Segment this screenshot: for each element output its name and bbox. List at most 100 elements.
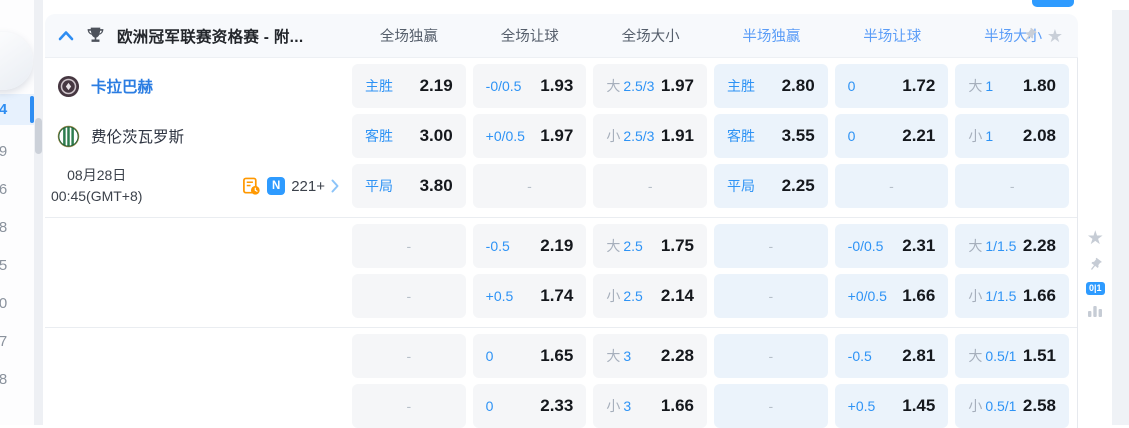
odds-cell[interactable]: +0/0.5 1.66	[834, 274, 949, 318]
line-type-prefix: 小	[606, 398, 621, 414]
handicap-label: 1	[985, 78, 994, 94]
empty-odds-cell: -	[713, 384, 828, 428]
odds-cell[interactable]: 大 2.5 1.75	[593, 224, 707, 268]
odds-cell[interactable]: +0/0.5 1.97	[472, 114, 587, 158]
line-type-prefix: 小	[606, 288, 621, 304]
odds-selection-label: -0.5	[486, 238, 510, 254]
odds-cell[interactable]: +0.5 1.45	[834, 384, 949, 428]
odds-value: 2.08	[1022, 126, 1056, 145]
favorite-star-icon[interactable]: ★	[1086, 228, 1104, 249]
star-icon[interactable]: ★	[1046, 25, 1063, 46]
odds-cell[interactable]: -0/0.5 1.93	[472, 64, 587, 108]
no-odds-dash: -	[768, 288, 774, 304]
odds-cell[interactable]: 小 0.5/1 2.58	[955, 384, 1069, 428]
sidebar-item-label: 9	[0, 142, 8, 160]
empty-odds-cell: -	[955, 164, 1069, 208]
odds-cell[interactable]: 客胜 3.00	[352, 114, 466, 158]
pin-icon[interactable]	[1021, 27, 1038, 44]
handicap-label: -0.5	[485, 238, 510, 254]
handicap-label: 3	[623, 348, 632, 364]
handicap-label: 1	[985, 128, 994, 144]
handicap-label: 0	[847, 128, 856, 144]
sidebar-item[interactable]: 6	[0, 170, 34, 208]
pin-match-icon[interactable]	[1087, 257, 1103, 273]
league-trophy-icon	[86, 26, 105, 45]
odds-selection-label: 平局	[365, 176, 393, 196]
odds-cell[interactable]: +0.5 1.74	[472, 274, 587, 318]
home-team-row[interactable]: 卡拉巴赫	[45, 64, 345, 108]
odds-selection-label: -0/0.5	[848, 238, 884, 254]
group-separator	[45, 217, 1077, 218]
no-odds-dash: -	[768, 238, 774, 254]
no-odds-dash: -	[406, 348, 412, 364]
odds-value: 2.28	[660, 346, 694, 365]
sidebar-item-label: 7	[0, 332, 8, 350]
handicap-label: 0	[485, 348, 494, 364]
odds-cell[interactable]: -0.5 2.81	[834, 334, 949, 378]
sidebar-scrollbar-thumb[interactable]	[35, 118, 42, 154]
handicap-label: +0.5	[485, 288, 514, 304]
sidebar-item[interactable]: 0	[0, 284, 34, 322]
odds-cell[interactable]: 大 3 2.28	[593, 334, 707, 378]
odds-value: 2.14	[660, 286, 694, 305]
empty-odds-cell: -	[352, 224, 466, 268]
score-badge[interactable]: 0|1	[1086, 282, 1105, 295]
right-gutter	[1112, 10, 1129, 425]
stats-history-icon	[242, 177, 261, 196]
odds-cell[interactable]: 主胜 2.80	[713, 64, 828, 108]
odds-cell[interactable]: 小 2.5/3 1.91	[593, 114, 707, 158]
odds-selection-label: 客胜	[365, 126, 393, 146]
sidebar-item-label: 8	[0, 370, 8, 388]
odds-cell[interactable]: 0 1.72	[834, 64, 949, 108]
odds-cell[interactable]: 大 1/1.5 2.28	[955, 224, 1069, 268]
odds-selection-label: 0	[486, 398, 494, 414]
odds-cell[interactable]: -0/0.5 2.31	[834, 224, 949, 268]
empty-odds-cell: -	[713, 274, 828, 318]
collapse-chevron-icon[interactable]	[58, 30, 74, 41]
odds-selection-label: 0	[848, 128, 856, 144]
odds-cell[interactable]: -0.5 2.19	[472, 224, 587, 268]
match-time: 08月28日 00:45(GMT+8)	[51, 165, 142, 207]
sidebar-item[interactable]: 7	[0, 322, 34, 360]
sidebar-item-label: 4	[0, 101, 8, 118]
odds-cell[interactable]: 小 1 2.08	[955, 114, 1069, 158]
odds-cell[interactable]: 平局 2.25	[713, 164, 828, 208]
alt-odds-row: -0 2.33 小 3 1.66- +0.5 1.45 小 0.5/1 2.58	[45, 384, 1069, 428]
league-title[interactable]: 欧洲冠军联赛资格赛 - 附...	[117, 28, 304, 46]
more-markets-link[interactable]: N 221+	[242, 177, 339, 196]
odds-cell[interactable]: 平局 3.80	[352, 164, 466, 208]
sidebar-item[interactable]: 8	[0, 208, 34, 246]
alt-odds-row: - +0.5 1.74 小 2.5 2.14- +0/0.5 1.66 小 1/1.5 1.66	[45, 274, 1069, 318]
odds-cell[interactable]: 0 1.65	[472, 334, 587, 378]
match-tools: ★ 0|1	[1086, 229, 1105, 318]
odds-value: 2.81	[902, 346, 936, 365]
odds-cell[interactable]: 大 0.5/1 1.51	[955, 334, 1069, 378]
odds-value: 1.65	[540, 346, 574, 365]
odds-cell[interactable]: 0 2.33	[472, 384, 587, 428]
sidebar-item[interactable]: 4	[0, 94, 34, 125]
odds-cell[interactable]: 大 2.5/3 1.97	[593, 64, 707, 108]
sidebar-item[interactable]: 9	[0, 132, 34, 170]
odds-value: 1.74	[540, 286, 574, 305]
stats-chart-icon[interactable]	[1087, 304, 1103, 318]
handicap-label: +0.5	[847, 398, 876, 414]
home-team-badge	[57, 75, 80, 98]
odds-selection-label: 小 2.5/3	[606, 126, 654, 146]
handicap-label: 1/1.5	[985, 288, 1017, 304]
odds-cell[interactable]: 主胜 2.19	[352, 64, 466, 108]
handicap-label: 2.5	[623, 238, 643, 254]
handicap-label: -0.5	[847, 348, 872, 364]
handicap-label: +0/0.5	[847, 288, 887, 304]
odds-cell[interactable]: 小 1/1.5 1.66	[955, 274, 1069, 318]
floating-button[interactable]	[0, 32, 33, 90]
odds-cell[interactable]: 小 3 1.66	[593, 384, 707, 428]
sidebar-item[interactable]: 5	[0, 246, 34, 284]
away-team-row[interactable]: 费伦茨瓦罗斯	[45, 114, 345, 158]
odds-cell[interactable]: 0 2.21	[834, 114, 949, 158]
odds-cell[interactable]: 客胜 3.55	[713, 114, 828, 158]
odds-cell[interactable]: 小 2.5 2.14	[593, 274, 707, 318]
odds-cell[interactable]: 大 1 1.80	[955, 64, 1069, 108]
no-odds-dash: -	[406, 398, 412, 414]
sidebar-item[interactable]: 8	[0, 360, 34, 398]
